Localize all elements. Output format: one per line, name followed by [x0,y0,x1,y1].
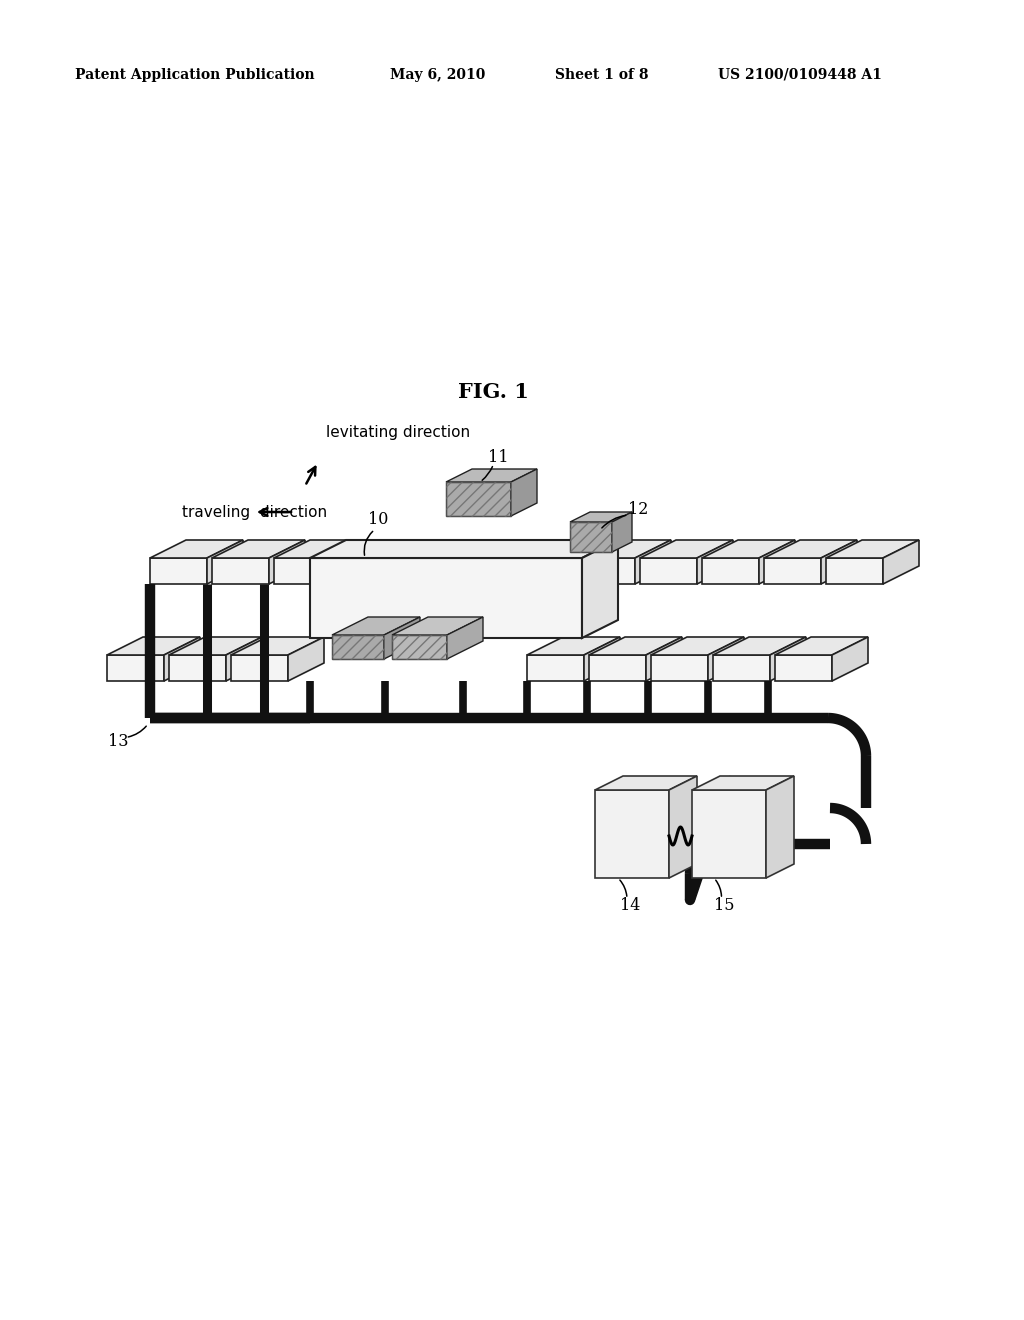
Polygon shape [589,655,646,681]
Polygon shape [578,540,671,558]
Polygon shape [446,469,537,482]
Polygon shape [226,638,262,681]
Polygon shape [826,540,919,558]
Polygon shape [759,540,795,583]
Polygon shape [708,638,744,681]
Polygon shape [392,616,483,635]
Polygon shape [692,776,794,789]
Polygon shape [310,558,582,638]
Polygon shape [713,638,806,655]
Polygon shape [288,638,324,681]
Polygon shape [527,638,620,655]
Polygon shape [384,616,420,659]
Polygon shape [169,655,226,681]
Text: traveling  direction: traveling direction [182,504,327,520]
Text: 11: 11 [487,450,508,466]
Polygon shape [764,558,821,583]
Polygon shape [231,655,288,681]
Text: FIG. 1: FIG. 1 [458,381,528,403]
Polygon shape [713,655,770,681]
Polygon shape [207,540,243,583]
Polygon shape [669,776,697,878]
Polygon shape [274,558,331,583]
Polygon shape [392,635,447,659]
Polygon shape [231,638,324,655]
Polygon shape [584,638,620,681]
Text: 14: 14 [620,898,640,915]
Polygon shape [446,482,511,516]
Polygon shape [589,638,682,655]
Polygon shape [702,540,795,558]
Polygon shape [106,655,164,681]
Text: Patent Application Publication: Patent Application Publication [75,69,314,82]
Polygon shape [883,540,919,583]
Polygon shape [640,540,733,558]
Polygon shape [332,616,420,635]
Polygon shape [570,512,632,521]
Text: levitating direction: levitating direction [326,425,470,440]
Polygon shape [775,655,831,681]
Polygon shape [595,789,669,878]
Polygon shape [651,638,744,655]
Polygon shape [570,521,612,552]
Polygon shape [578,558,635,583]
Text: 10: 10 [368,511,388,528]
Polygon shape [764,540,857,558]
Polygon shape [150,540,243,558]
Polygon shape [640,558,697,583]
Polygon shape [169,638,262,655]
Polygon shape [697,540,733,583]
Polygon shape [269,540,305,583]
Polygon shape [692,789,766,878]
Polygon shape [770,638,806,681]
Polygon shape [274,540,367,558]
Polygon shape [212,558,269,583]
Polygon shape [212,540,305,558]
Text: US 2100/0109448 A1: US 2100/0109448 A1 [718,69,882,82]
Polygon shape [447,616,483,659]
Polygon shape [635,540,671,583]
Polygon shape [775,638,868,655]
Polygon shape [150,558,207,583]
Polygon shape [310,540,618,558]
Text: 12: 12 [628,502,648,519]
Polygon shape [612,512,632,552]
Polygon shape [164,638,200,681]
Polygon shape [826,558,883,583]
Polygon shape [646,638,682,681]
Polygon shape [766,776,794,878]
Polygon shape [511,469,537,516]
Polygon shape [106,638,200,655]
Polygon shape [651,655,708,681]
Polygon shape [527,655,584,681]
Polygon shape [331,540,367,583]
Text: Sheet 1 of 8: Sheet 1 of 8 [555,69,648,82]
Polygon shape [582,540,618,638]
Text: 15: 15 [714,898,734,915]
Text: May 6, 2010: May 6, 2010 [390,69,485,82]
Polygon shape [831,638,868,681]
Text: 13: 13 [108,734,128,751]
Polygon shape [702,558,759,583]
Polygon shape [332,635,384,659]
Polygon shape [595,776,697,789]
Polygon shape [821,540,857,583]
